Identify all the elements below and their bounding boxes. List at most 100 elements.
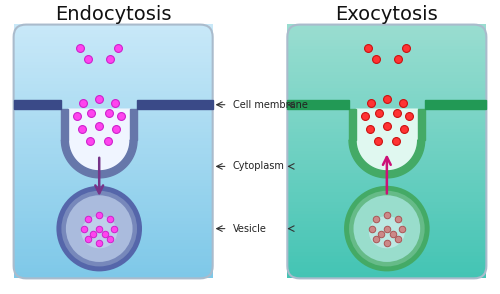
Bar <box>14 170 212 174</box>
Bar <box>288 126 486 129</box>
Point <box>88 110 96 115</box>
Bar <box>14 145 212 148</box>
Bar <box>288 72 486 75</box>
Bar <box>288 211 486 215</box>
Bar <box>14 65 212 69</box>
Text: Exocytosis: Exocytosis <box>336 5 438 24</box>
Bar <box>14 221 212 224</box>
Bar <box>14 243 212 247</box>
Point <box>117 113 125 118</box>
Bar <box>288 119 486 123</box>
Bar <box>288 62 486 66</box>
Polygon shape <box>14 100 62 109</box>
Bar <box>288 27 486 31</box>
Point <box>383 240 391 245</box>
Point <box>372 236 380 241</box>
Bar <box>288 141 486 145</box>
Bar <box>14 141 212 145</box>
Bar <box>14 148 212 151</box>
Polygon shape <box>349 109 356 140</box>
Bar <box>288 116 486 120</box>
Bar <box>288 103 486 107</box>
Bar <box>14 78 212 82</box>
Point <box>84 216 92 221</box>
Bar <box>14 84 212 88</box>
Bar <box>14 53 212 56</box>
Point <box>111 100 119 105</box>
Bar <box>288 100 486 104</box>
Point <box>393 110 401 115</box>
Bar <box>288 218 486 221</box>
Bar <box>14 113 212 117</box>
Bar <box>288 81 486 85</box>
Bar <box>288 249 486 253</box>
Bar <box>14 265 212 269</box>
Bar <box>14 24 212 28</box>
Bar <box>14 249 212 253</box>
Bar <box>288 230 486 234</box>
Bar <box>288 275 486 278</box>
Point <box>84 236 92 241</box>
Bar <box>288 88 486 91</box>
Bar <box>14 198 212 202</box>
Bar <box>288 24 486 28</box>
Bar <box>288 129 486 132</box>
Bar <box>14 275 212 278</box>
Point <box>106 236 114 241</box>
Bar <box>14 75 212 78</box>
Bar <box>288 65 486 69</box>
Point <box>106 216 114 221</box>
Bar <box>288 30 486 34</box>
Polygon shape <box>130 109 137 140</box>
Point <box>374 138 382 143</box>
Bar <box>288 196 486 199</box>
Bar <box>14 100 212 104</box>
Bar <box>14 110 212 113</box>
Bar <box>14 253 212 256</box>
Bar <box>14 186 212 190</box>
Bar <box>14 214 212 218</box>
Bar <box>14 176 212 180</box>
Bar <box>288 122 486 126</box>
Bar <box>14 262 212 266</box>
Polygon shape <box>424 100 486 109</box>
Bar <box>14 126 212 129</box>
Bar <box>14 268 212 272</box>
Point <box>372 216 380 221</box>
Bar <box>14 259 212 263</box>
Bar <box>288 259 486 263</box>
Polygon shape <box>418 109 424 140</box>
Bar <box>14 167 212 171</box>
Bar <box>288 43 486 47</box>
Bar <box>14 157 212 161</box>
Bar <box>288 173 486 177</box>
Bar <box>288 148 486 151</box>
Polygon shape <box>68 109 130 171</box>
Bar <box>288 227 486 231</box>
Point <box>383 96 391 101</box>
Bar <box>288 189 486 193</box>
Bar <box>288 53 486 56</box>
Point <box>95 240 103 245</box>
Bar <box>288 151 486 155</box>
Point <box>377 231 385 236</box>
Bar <box>14 116 212 120</box>
Bar <box>14 180 212 183</box>
Point <box>383 226 391 231</box>
Bar <box>288 34 486 37</box>
Bar <box>14 122 212 126</box>
Bar <box>288 183 486 186</box>
Bar <box>14 233 212 237</box>
Bar <box>14 27 212 31</box>
Point <box>367 100 375 105</box>
Bar <box>14 91 212 94</box>
Point <box>398 226 406 231</box>
Bar <box>288 40 486 44</box>
Point <box>404 113 412 118</box>
Bar <box>288 205 486 208</box>
Bar <box>288 37 486 41</box>
Bar <box>14 192 212 196</box>
Bar <box>14 119 212 123</box>
Bar <box>288 46 486 50</box>
Bar <box>14 183 212 186</box>
